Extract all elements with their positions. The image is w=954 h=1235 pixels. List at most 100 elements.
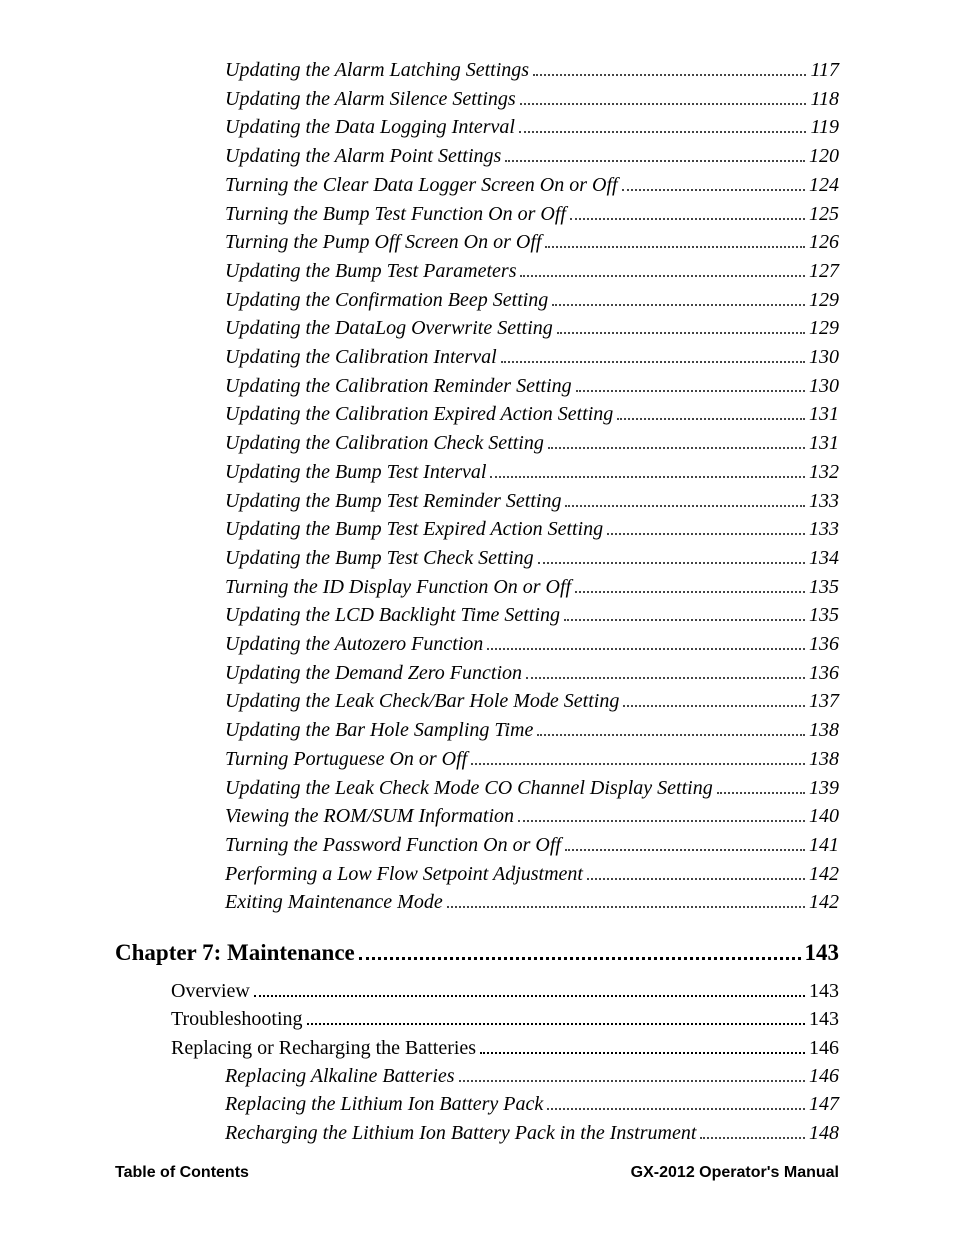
toc-entry-title: Recharging the Lithium Ion Battery Pack …	[225, 1119, 696, 1148]
toc-leader-dots	[447, 893, 805, 908]
toc-leader-dots	[459, 1067, 805, 1082]
toc-leader-dots	[548, 434, 805, 449]
toc-entry-title: Updating the Data Logging Interval	[225, 113, 515, 142]
toc-leader-dots	[471, 750, 805, 765]
toc-entry: Updating the Autozero Function136	[225, 630, 839, 659]
toc-entry-title: Updating the Leak Check/Bar Hole Mode Se…	[225, 687, 619, 716]
toc-chapter-line: Chapter 7: Maintenance 143	[115, 939, 839, 967]
toc-entry: Updating the Data Logging Interval 119	[225, 113, 839, 142]
toc-leader-dots	[565, 836, 805, 851]
toc-entry-page: 132	[809, 458, 839, 487]
toc-entry-title: Updating the Alarm Point Settings	[225, 142, 501, 171]
toc-entry-title: Updating the Autozero Function	[225, 630, 483, 659]
toc-entry-title: Replacing or Recharging the Batteries	[171, 1034, 476, 1062]
toc-leader-dots	[557, 319, 805, 334]
toc-entry-page: 135	[809, 573, 839, 602]
toc-leader-dots	[717, 779, 805, 794]
toc-leader-dots	[533, 61, 806, 76]
toc-entry-title: Turning the Bump Test Function On or Off	[225, 200, 566, 229]
toc-entry: Recharging the Lithium Ion Battery Pack …	[225, 1119, 839, 1148]
toc-entry-page: 131	[809, 429, 839, 458]
toc-leader-dots	[570, 205, 805, 220]
toc-entry: Troubleshooting 143	[171, 1005, 839, 1033]
toc-entry: Turning the Password Function On or Off 1…	[225, 831, 839, 860]
toc-entry: Turning Portuguese On or Off138	[225, 745, 839, 774]
toc-leader-dots	[623, 692, 805, 707]
toc-entry: Updating the Confirmation Beep Setting12…	[225, 286, 839, 315]
toc-entry-page: 141	[809, 831, 839, 860]
toc-entry-title: Updating the Calibration Check Setting	[225, 429, 544, 458]
toc-leader-dots	[480, 1039, 805, 1054]
toc-level3-list: Updating the Alarm Latching Settings117U…	[115, 56, 839, 917]
toc-leader-dots	[519, 118, 807, 133]
toc-entry-page: 130	[809, 343, 839, 372]
toc-entry-page: 119	[810, 113, 839, 142]
toc-leader-dots	[501, 348, 805, 363]
toc-leader-dots	[545, 233, 805, 248]
toc-entry-page: 142	[809, 888, 839, 917]
toc-entry-page: 127	[809, 257, 839, 286]
toc-entry-title: Exiting Maintenance Mode	[225, 888, 443, 917]
toc-entry-page: 125	[809, 200, 839, 229]
toc-entry-title: Updating the Alarm Silence Settings	[225, 85, 516, 114]
toc-leader-dots	[622, 176, 805, 191]
toc-entry-title: Turning the Clear Data Logger Screen On …	[225, 171, 618, 200]
toc-entry-page: 137	[809, 687, 839, 716]
toc-entry: Updating the Calibration Expired Action …	[225, 400, 839, 429]
toc-entry-title: Updating the Leak Check Mode CO Channel …	[225, 774, 713, 803]
toc-entry-page: 143	[809, 1005, 839, 1033]
toc-entry: Updating the Bump Test Parameters127	[225, 257, 839, 286]
toc-entry: Updating the Alarm Latching Settings117	[225, 56, 839, 85]
toc-entry: Performing a Low Flow Setpoint Adjustmen…	[225, 860, 839, 889]
toc-entry-title: Viewing the ROM/SUM Information	[225, 802, 514, 831]
toc-entry-title: Updating the Bar Hole Sampling Time	[225, 716, 533, 745]
toc-entry: Viewing the ROM/SUM Information 140	[225, 802, 839, 831]
toc-entry: Updating the Calibration Interval130	[225, 343, 839, 372]
toc-leader-dots	[587, 865, 805, 880]
toc-entry-title: Updating the Bump Test Expired Action Se…	[225, 515, 603, 544]
toc-entry-title: Troubleshooting	[171, 1005, 303, 1033]
toc-entry: Turning the Pump Off Screen On or Off126	[225, 228, 839, 257]
footer-right: GX-2012 Operator's Manual	[631, 1164, 839, 1182]
toc-entry: Turning the Bump Test Function On or Off…	[225, 200, 839, 229]
toc-entry-page: 148	[809, 1119, 839, 1148]
toc-entry: Replacing or Recharging the Batteries 146	[171, 1034, 839, 1062]
page-footer: Table of Contents GX-2012 Operator's Man…	[115, 1164, 839, 1182]
toc-entry-page: 138	[809, 716, 839, 745]
toc-entry-title: Turning the Password Function On or Off	[225, 831, 561, 860]
toc-entry-title: Updating the Confirmation Beep Setting	[225, 286, 548, 315]
toc-entry: Updating the Leak Check/Bar Hole Mode Se…	[225, 687, 839, 716]
toc-entry-title: Updating the Calibration Expired Action …	[225, 400, 613, 429]
toc-entry: Exiting Maintenance Mode 142	[225, 888, 839, 917]
toc-leader-dots	[547, 1095, 805, 1110]
toc-leader-dots	[552, 291, 805, 306]
toc-leader-dots	[520, 90, 807, 105]
toc-entry: Updating the Bump Test Check Setting134	[225, 544, 839, 573]
toc-leader-dots	[505, 147, 805, 162]
toc-leader-dots	[487, 635, 805, 650]
toc-entry: Replacing Alkaline Batteries146	[225, 1062, 839, 1091]
toc-entry-title: Replacing Alkaline Batteries	[225, 1062, 455, 1091]
toc-level2-list: Overview 143Troubleshooting 143Replacing o…	[115, 977, 839, 1062]
toc-entry-title: Updating the LCD Backlight Time Setting	[225, 601, 560, 630]
toc-entry-title: Replacing the Lithium Ion Battery Pack	[225, 1090, 543, 1119]
toc-leader-dots	[537, 721, 805, 736]
toc-entry: Updating the Alarm Silence Settings 118	[225, 85, 839, 114]
toc-entry-page: 140	[809, 802, 839, 831]
toc-leader-dots	[526, 664, 805, 679]
toc-entry-page: 120	[809, 142, 839, 171]
toc-entry-page: 124	[809, 171, 839, 200]
toc-entry-page: 142	[809, 860, 839, 889]
toc-entry-page: 118	[810, 85, 839, 114]
toc-entry-title: Updating the DataLog Overwrite Setting	[225, 314, 553, 343]
toc-entry-page: 139	[809, 774, 839, 803]
toc-entry: Updating the LCD Backlight Time Setting1…	[225, 601, 839, 630]
toc-entry-page: 134	[809, 544, 839, 573]
toc-entry-page: 131	[809, 400, 839, 429]
toc-leader-dots	[575, 578, 805, 593]
toc-entry-page: 129	[809, 314, 839, 343]
toc-leader-dots	[607, 520, 805, 535]
toc-entry-title: Overview	[171, 977, 250, 1005]
toc-leader-dots	[538, 549, 805, 564]
toc-entry-page: 146	[809, 1034, 839, 1062]
